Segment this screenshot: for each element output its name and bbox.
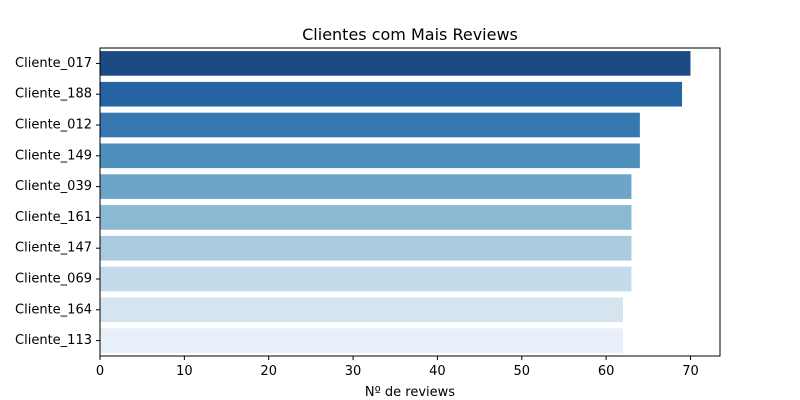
x-tick-label: 10 <box>176 364 193 379</box>
x-tick-label: 40 <box>429 364 446 379</box>
y-tick-label: Cliente_188 <box>15 87 92 102</box>
y-tick-label: Cliente_069 <box>15 272 92 287</box>
bar-cliente-113 <box>100 328 623 353</box>
plot-frame <box>99 47 721 357</box>
bar-cliente-069 <box>100 266 632 292</box>
bar-cliente-149 <box>100 143 640 169</box>
y-tick-label: Cliente_164 <box>15 302 92 317</box>
bar-cliente-161 <box>100 205 632 230</box>
bar-cliente-017 <box>100 51 691 76</box>
x-tick-label: 70 <box>682 364 699 379</box>
x-tick-label: 0 <box>96 364 104 379</box>
y-tick-label: Cliente_147 <box>15 241 92 256</box>
x-axis-ticks: 0 10 20 30 40 50 60 70 <box>96 356 699 379</box>
bar-cliente-164 <box>100 297 623 323</box>
y-tick-label: Cliente_017 <box>15 56 92 71</box>
chart-title: Clientes com Mais Reviews <box>302 25 518 44</box>
bar-cliente-147 <box>100 235 632 261</box>
x-tick-label: 30 <box>345 364 362 379</box>
bar-cliente-039 <box>100 174 632 199</box>
x-tick-label: 50 <box>513 364 530 379</box>
x-tick-label: 60 <box>598 364 615 379</box>
y-tick-label: Cliente_012 <box>15 118 92 133</box>
bars-group <box>100 51 691 353</box>
bar-cliente-188 <box>100 81 683 107</box>
y-tick-label: Cliente_149 <box>15 148 92 163</box>
y-tick-label: Cliente_039 <box>15 179 92 194</box>
y-tick-label: Cliente_161 <box>15 210 92 225</box>
x-axis-label: Nº de reviews <box>365 385 455 400</box>
bar-cliente-012 <box>100 112 640 138</box>
y-axis-ticks: Cliente_017 Cliente_188 Cliente_012 Cliente… <box>15 56 100 348</box>
y-tick-label: Cliente_113 <box>15 333 92 348</box>
x-tick-label: 20 <box>260 364 277 379</box>
